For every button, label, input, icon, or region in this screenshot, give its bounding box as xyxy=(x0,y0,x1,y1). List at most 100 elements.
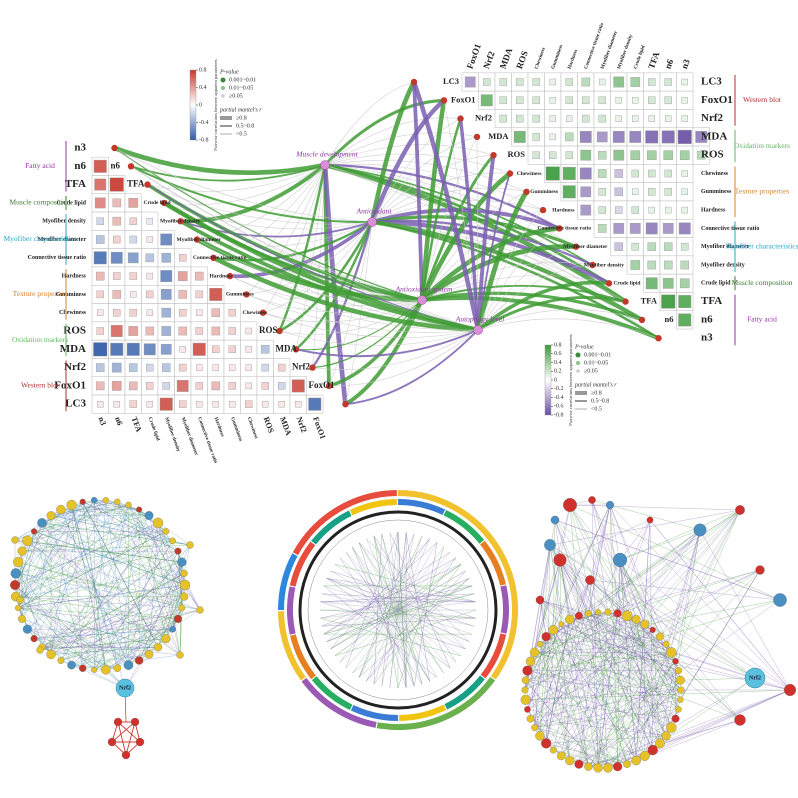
network-edge xyxy=(578,699,681,765)
column-label: Myofiber diameter xyxy=(601,30,620,70)
network-edge xyxy=(138,509,167,639)
network-edge xyxy=(18,607,159,648)
group-label: Western blot xyxy=(21,381,60,390)
network-node xyxy=(144,511,154,520)
cell xyxy=(565,151,573,159)
ring-segment xyxy=(311,676,353,711)
row-label: Myofiber diameter xyxy=(701,244,750,250)
network-edge xyxy=(554,519,637,761)
column-label: ROS xyxy=(262,416,276,435)
colorbar-tick-label: 0.8 xyxy=(199,67,207,73)
cell xyxy=(678,222,691,235)
network-edge xyxy=(39,573,185,651)
network-edge xyxy=(636,689,791,761)
column-label: MDA xyxy=(498,46,515,70)
network-edge xyxy=(34,609,201,639)
network-node xyxy=(584,609,592,617)
endpoint xyxy=(309,364,316,371)
diagonal-label: MDA xyxy=(276,343,298,353)
cell xyxy=(146,363,154,372)
cell xyxy=(159,397,173,411)
mantel-edge xyxy=(369,80,417,223)
cell xyxy=(112,290,122,299)
network-node xyxy=(46,649,56,660)
cell xyxy=(111,381,122,391)
ring-segment xyxy=(278,611,306,681)
network-edge xyxy=(539,636,547,736)
network-edge xyxy=(71,504,150,516)
network-edge xyxy=(636,519,651,761)
network-node xyxy=(588,496,596,504)
cell xyxy=(229,400,236,408)
network-node xyxy=(612,552,628,568)
endpoint xyxy=(226,272,234,280)
column-label: Gumminess xyxy=(229,417,242,443)
mantel-edge xyxy=(179,219,479,332)
cell xyxy=(681,170,688,177)
network-edge xyxy=(41,522,185,597)
row-label: LC3 xyxy=(701,76,722,88)
network-edge xyxy=(539,599,676,662)
network-edge xyxy=(27,515,150,630)
cell xyxy=(160,289,172,300)
cell xyxy=(615,115,622,122)
network-node xyxy=(549,746,557,754)
network-edge xyxy=(569,509,741,620)
cell xyxy=(645,222,658,235)
cell xyxy=(308,397,322,411)
network-edge xyxy=(569,689,682,761)
diagonal-label: ROS xyxy=(508,149,526,159)
network-edge xyxy=(71,664,106,670)
network-edge xyxy=(530,661,609,768)
network-edge xyxy=(617,569,761,614)
ring-segment xyxy=(398,704,447,721)
network-edge xyxy=(39,609,201,651)
network-node xyxy=(677,696,684,703)
network-edge xyxy=(139,654,181,661)
network-edge xyxy=(549,544,791,691)
cell xyxy=(110,325,123,337)
legend-label: 0.5~0.8 xyxy=(591,398,609,404)
cell xyxy=(681,97,688,104)
cell xyxy=(695,131,708,143)
ring-segment xyxy=(480,633,507,679)
network-node xyxy=(595,609,602,616)
cell xyxy=(96,217,104,225)
network-node xyxy=(666,722,677,733)
cell xyxy=(483,78,491,86)
row-label: MDA xyxy=(701,130,727,142)
network-node xyxy=(553,553,567,567)
ring-segment xyxy=(292,490,397,556)
row-label: Myofiber diameter xyxy=(38,237,87,243)
mantel-edge xyxy=(476,154,496,331)
network-node xyxy=(647,744,658,756)
network-edge xyxy=(569,619,637,761)
network-edge xyxy=(15,573,201,611)
diagonal-label: FoxO1 xyxy=(309,380,335,390)
network-edge xyxy=(619,559,653,630)
cell xyxy=(161,252,172,263)
endpoint xyxy=(111,144,118,152)
cell xyxy=(662,223,674,234)
network-edge xyxy=(530,718,667,737)
network-edge xyxy=(524,613,589,691)
network-node xyxy=(196,606,204,614)
chord xyxy=(414,542,438,687)
network-edge xyxy=(105,500,140,510)
cell xyxy=(94,197,106,209)
network-edge xyxy=(82,504,129,669)
column-label: n6 xyxy=(113,416,124,427)
cell xyxy=(516,96,524,105)
cell xyxy=(211,381,221,391)
network-edge xyxy=(117,721,141,743)
mantel-edge xyxy=(421,209,544,301)
mantel-edge xyxy=(295,329,479,358)
network-edge xyxy=(549,544,756,679)
group-label: Oxidation markers xyxy=(12,335,68,344)
network-node xyxy=(66,499,77,511)
cell xyxy=(631,242,639,251)
ring-segment xyxy=(397,499,446,515)
column-label: n3 xyxy=(679,57,692,70)
network-node xyxy=(135,737,145,747)
network-edge xyxy=(607,680,681,768)
